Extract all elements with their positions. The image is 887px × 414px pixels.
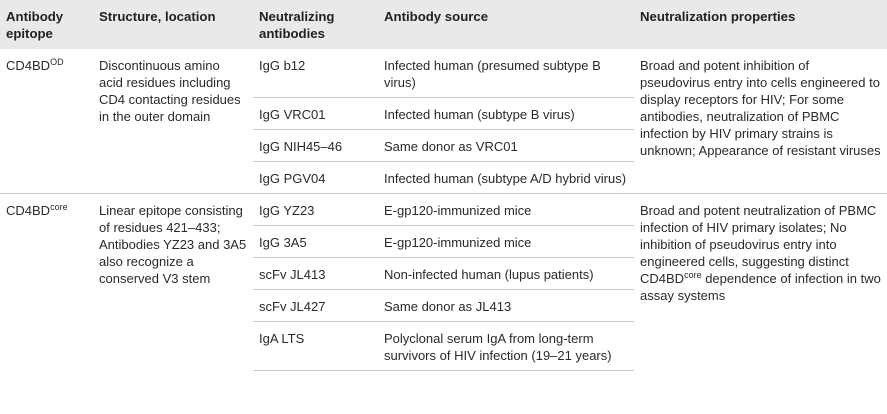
source-cell: Polyclonal serum IgA from long-term surv… xyxy=(378,322,634,371)
source-cell: Same donor as VRC01 xyxy=(378,130,634,162)
epitope-sup: core xyxy=(50,202,68,212)
source-cell: E-gp120-immunized mice xyxy=(378,226,634,258)
source-cell: Infected human (subtype A/D hybrid virus… xyxy=(378,162,634,194)
antibody-cell: IgG VRC01 xyxy=(253,98,378,130)
antibody-cell: IgG 3A5 xyxy=(253,226,378,258)
header-neutralizing: Neutralizing antibodies xyxy=(253,0,378,49)
epitope-cell: CD4BDcore xyxy=(0,194,93,371)
source-cell: E-gp120-immunized mice xyxy=(378,194,634,226)
epitope-base: CD4BD xyxy=(6,203,50,218)
source-cell: Infected human (presumed subtype B virus… xyxy=(378,49,634,98)
antibody-table: Antibody epitope Structure, location Neu… xyxy=(0,0,887,371)
antibody-cell: scFv JL413 xyxy=(253,258,378,290)
structure-cell: Discontinuous amino acid residues includ… xyxy=(93,49,253,194)
antibody-cell: IgG NIH45–46 xyxy=(253,130,378,162)
antibody-cell: IgA LTS xyxy=(253,322,378,371)
table-row: CD4BDcore Linear epitope consisting of r… xyxy=(0,194,887,226)
source-cell: Infected human (subtype B virus) xyxy=(378,98,634,130)
properties-sup: core xyxy=(684,270,702,280)
epitope-sup: OD xyxy=(50,57,64,67)
epitope-base: CD4BD xyxy=(6,58,50,73)
properties-cell: Broad and potent inhibition of pseudovir… xyxy=(634,49,887,194)
source-cell: Non-infected human (lupus patients) xyxy=(378,258,634,290)
header-properties: Neutralization properties xyxy=(634,0,887,49)
table-row: CD4BDOD Discontinuous amino acid residue… xyxy=(0,49,887,98)
antibody-cell: IgG YZ23 xyxy=(253,194,378,226)
header-epitope: Antibody epitope xyxy=(0,0,93,49)
header-row: Antibody epitope Structure, location Neu… xyxy=(0,0,887,49)
header-structure: Structure, location xyxy=(93,0,253,49)
antibody-cell: IgG PGV04 xyxy=(253,162,378,194)
properties-cell: Broad and potent neutralization of PBMC … xyxy=(634,194,887,371)
antibody-cell: IgG b12 xyxy=(253,49,378,98)
header-source: Antibody source xyxy=(378,0,634,49)
source-cell: Same donor as JL413 xyxy=(378,290,634,322)
epitope-cell: CD4BDOD xyxy=(0,49,93,194)
antibody-cell: scFv JL427 xyxy=(253,290,378,322)
structure-cell: Linear epitope consisting of residues 42… xyxy=(93,194,253,371)
